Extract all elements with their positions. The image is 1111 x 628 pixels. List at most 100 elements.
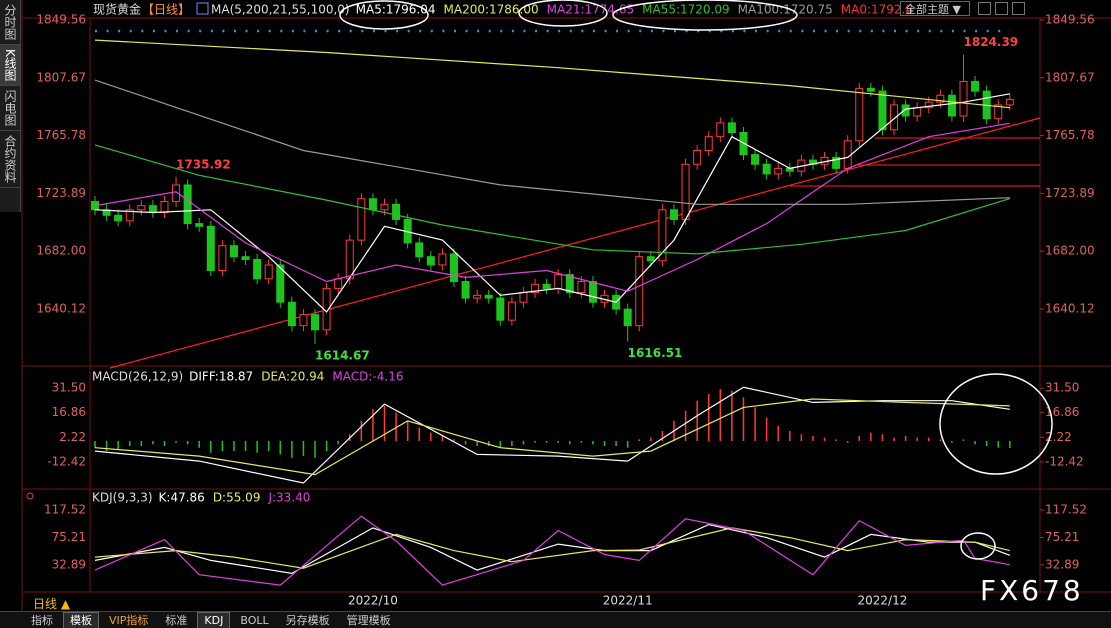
side-tab[interactable]: 合约资料 — [0, 131, 20, 188]
y-tick-label: 1640.12 — [36, 301, 86, 315]
indicator-line — [94, 515, 1010, 586]
candle-body — [959, 80, 968, 117]
annotation-ellipse — [939, 373, 1053, 475]
toolbar-button[interactable]: 指标 — [24, 611, 60, 628]
legend-entry: MACD:-4.16 — [332, 370, 403, 384]
y-tick-label-right: 75.21 — [1045, 530, 1079, 544]
candle-body — [368, 198, 377, 211]
candle-body — [253, 258, 262, 280]
candle-body — [160, 201, 169, 214]
y-tick-label: 31.50 — [52, 381, 86, 395]
legend-entry: MA100:1720.75 — [738, 3, 833, 17]
toolbar-button[interactable]: BOLL — [233, 611, 276, 628]
indicator-label: MA(5,200,21,55,100,0) — [211, 3, 350, 17]
legend-entry: J:33.40 — [267, 491, 310, 505]
tool-icon[interactable] — [995, 2, 1008, 15]
tool-icon[interactable] — [978, 2, 991, 15]
candle-body — [195, 223, 204, 227]
candle-body — [114, 214, 123, 222]
legend-entry: DIFF:18.87 — [189, 370, 253, 384]
candle-body — [496, 297, 505, 321]
candle-body — [125, 209, 134, 222]
side-tab[interactable]: 闪电图 — [0, 86, 20, 131]
candle-body — [334, 278, 343, 289]
candle-body — [936, 94, 945, 103]
y-tick-label: 117.52 — [44, 503, 86, 517]
candle-body — [287, 301, 296, 327]
y-tick-label-right: 1640.12 — [1045, 301, 1095, 315]
candle-body — [519, 292, 528, 303]
toolbar-button[interactable]: 另存模板 — [278, 611, 337, 628]
y-tick-label-right: 32.89 — [1045, 557, 1079, 571]
y-tick-label-right: 1849.56 — [1045, 12, 1095, 26]
y-tick-label: 75.21 — [52, 530, 86, 544]
candle-body — [832, 156, 841, 169]
candle-body — [461, 281, 470, 299]
x-tick-label: 2022/10 — [348, 594, 398, 608]
candle-body — [878, 90, 887, 131]
indicator-line — [94, 386, 1010, 484]
period: 【日线】 — [142, 3, 190, 17]
y-tick-label-right: 16.86 — [1045, 405, 1079, 419]
candle-body — [380, 203, 389, 211]
candle-body — [473, 294, 482, 299]
side-tab[interactable]: 分时图 — [0, 0, 20, 45]
candle-body — [727, 122, 736, 134]
candle-body — [542, 283, 551, 289]
candle-body — [971, 80, 980, 92]
candle-body — [299, 314, 308, 327]
candle-body — [924, 101, 933, 109]
candle-body — [623, 308, 632, 327]
y-tick-label: 1849.56 — [36, 12, 86, 26]
legend-entry: D:55.09 — [213, 491, 261, 505]
annotation-ellipse — [960, 532, 996, 560]
theme-select[interactable]: 全部主题 ▼ — [900, 1, 970, 16]
toolbar-button[interactable]: 管理模板 — [339, 611, 398, 628]
indicator-line — [94, 39, 1010, 109]
plot-area: 1640.12 1640.12 1682.00 1682.00 1723.89 1723.… — [36, 3, 1094, 608]
candle-body — [866, 87, 875, 92]
candle-body — [172, 184, 181, 203]
candle-body — [264, 264, 273, 280]
toolbar-button[interactable]: 模板 — [63, 611, 99, 628]
candle-body — [531, 283, 540, 294]
y-tick-label: 1682.00 — [36, 244, 86, 258]
candle-body — [276, 264, 285, 303]
toolbar-button[interactable]: KDJ — [197, 611, 231, 628]
y-tick-label: 1765.78 — [36, 128, 86, 142]
tool-icon[interactable] — [1012, 2, 1025, 15]
candle-body — [565, 274, 574, 294]
x-tick-label: 2022/12 — [858, 594, 908, 608]
candle-body — [206, 225, 215, 271]
y-tick-label: 16.86 — [52, 405, 86, 419]
candle-body — [762, 163, 771, 175]
indicator-line — [94, 398, 1010, 476]
y-tick-label-right: 1723.89 — [1045, 186, 1095, 200]
candle-body — [635, 256, 644, 327]
extreme-label: 1616.51 — [628, 346, 683, 360]
toolbar-button[interactable]: 标准 — [158, 611, 195, 628]
indicator-label: MACD(26,12,9) — [92, 370, 183, 384]
candle-body — [438, 253, 447, 266]
candle-body — [751, 154, 760, 165]
candle-body — [218, 245, 227, 271]
period-button[interactable]: 日线 ▲ — [33, 597, 71, 611]
candle-body — [704, 136, 713, 151]
candle-body — [646, 256, 655, 262]
candle-body — [91, 201, 99, 211]
candle-body — [241, 256, 250, 260]
candle-body — [855, 87, 864, 142]
candle-body — [577, 281, 586, 294]
candle-body — [588, 281, 597, 303]
candle-body — [901, 104, 910, 117]
side-tab[interactable]: K线图 — [0, 45, 20, 86]
legend-entry: K:47.86 — [159, 491, 205, 505]
toolbar-button[interactable]: VIP指标 — [102, 611, 156, 628]
indicator-line — [94, 144, 1010, 255]
sidebar: 分时图 K线图 闪电图 合约资料 — [0, 0, 21, 212]
indicator-line — [94, 79, 1010, 205]
indicator-line — [94, 93, 1010, 313]
candle-body — [507, 301, 516, 321]
